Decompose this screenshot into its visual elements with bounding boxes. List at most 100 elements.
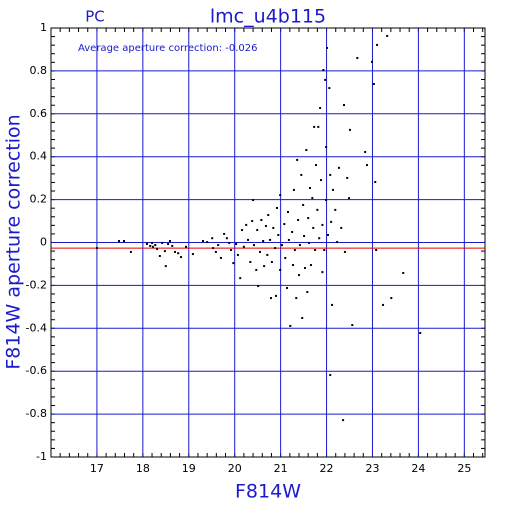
point	[390, 297, 393, 300]
point	[289, 324, 292, 327]
point	[336, 241, 339, 244]
point	[351, 324, 354, 327]
point	[372, 82, 375, 85]
y-tick-label: 0	[40, 236, 47, 249]
x-axis-label: F814W	[235, 481, 301, 503]
point	[156, 247, 159, 250]
point	[283, 223, 286, 226]
point	[375, 249, 378, 252]
point	[252, 199, 255, 202]
point	[252, 244, 255, 247]
point	[297, 218, 300, 221]
point	[269, 238, 272, 241]
point	[163, 250, 166, 253]
point	[343, 104, 346, 107]
point	[206, 241, 209, 244]
point	[320, 179, 323, 182]
point	[164, 265, 167, 268]
point	[402, 271, 405, 274]
point	[316, 208, 319, 211]
point	[342, 419, 345, 422]
point	[292, 188, 295, 191]
point	[324, 78, 327, 81]
point	[321, 223, 324, 226]
x-tick-label: 25	[457, 462, 471, 475]
point	[306, 291, 309, 294]
point	[277, 233, 280, 236]
point	[314, 164, 317, 167]
point	[301, 317, 304, 320]
point	[235, 243, 238, 246]
point	[257, 285, 260, 288]
point	[296, 158, 299, 161]
point	[325, 146, 328, 149]
point	[279, 194, 282, 197]
point	[269, 297, 272, 300]
y-tick-label: -1	[36, 450, 47, 463]
point	[191, 253, 194, 256]
x-tick-label: 23	[365, 462, 379, 475]
point	[348, 128, 351, 131]
point	[317, 125, 320, 128]
point	[239, 277, 242, 280]
point	[171, 244, 174, 247]
point	[154, 244, 157, 247]
point	[302, 203, 305, 206]
point	[212, 247, 215, 250]
point	[217, 244, 220, 247]
x-tick-label: 21	[274, 462, 288, 475]
point	[275, 206, 278, 209]
y-tick-label: 1	[40, 21, 47, 34]
point	[247, 238, 250, 241]
point	[145, 243, 148, 246]
point	[330, 220, 333, 223]
point	[129, 250, 132, 253]
point	[313, 125, 316, 128]
point	[123, 239, 126, 242]
point	[267, 214, 270, 217]
point	[264, 224, 267, 227]
point	[319, 107, 322, 110]
point	[95, 247, 98, 250]
point	[293, 249, 296, 252]
point	[279, 268, 282, 271]
point	[298, 274, 300, 277]
point	[270, 261, 273, 264]
point	[185, 245, 188, 248]
point	[168, 239, 171, 242]
point	[318, 237, 321, 240]
point	[314, 249, 317, 252]
x-tick-label: 20	[228, 462, 242, 475]
point	[374, 181, 377, 184]
point	[292, 264, 295, 267]
chart-title: lmc_u4b115	[210, 6, 326, 28]
y-tick-label: 0.2	[30, 193, 48, 206]
point	[356, 57, 359, 60]
point	[230, 249, 233, 252]
point	[272, 226, 275, 229]
point	[245, 223, 248, 226]
point	[236, 253, 239, 256]
point	[211, 237, 214, 240]
point	[177, 252, 180, 255]
point	[149, 244, 152, 247]
point	[331, 303, 334, 306]
point	[386, 34, 389, 37]
point	[382, 303, 385, 306]
point	[305, 149, 308, 152]
point	[371, 60, 374, 63]
x-tick-label: 24	[411, 462, 425, 475]
point	[275, 294, 278, 297]
point	[151, 241, 154, 244]
point	[263, 265, 266, 268]
point	[158, 255, 161, 258]
point	[300, 173, 303, 176]
point	[179, 256, 182, 259]
point	[223, 232, 226, 235]
point	[256, 229, 259, 232]
point	[281, 244, 284, 247]
point	[364, 150, 367, 153]
point	[326, 233, 329, 236]
